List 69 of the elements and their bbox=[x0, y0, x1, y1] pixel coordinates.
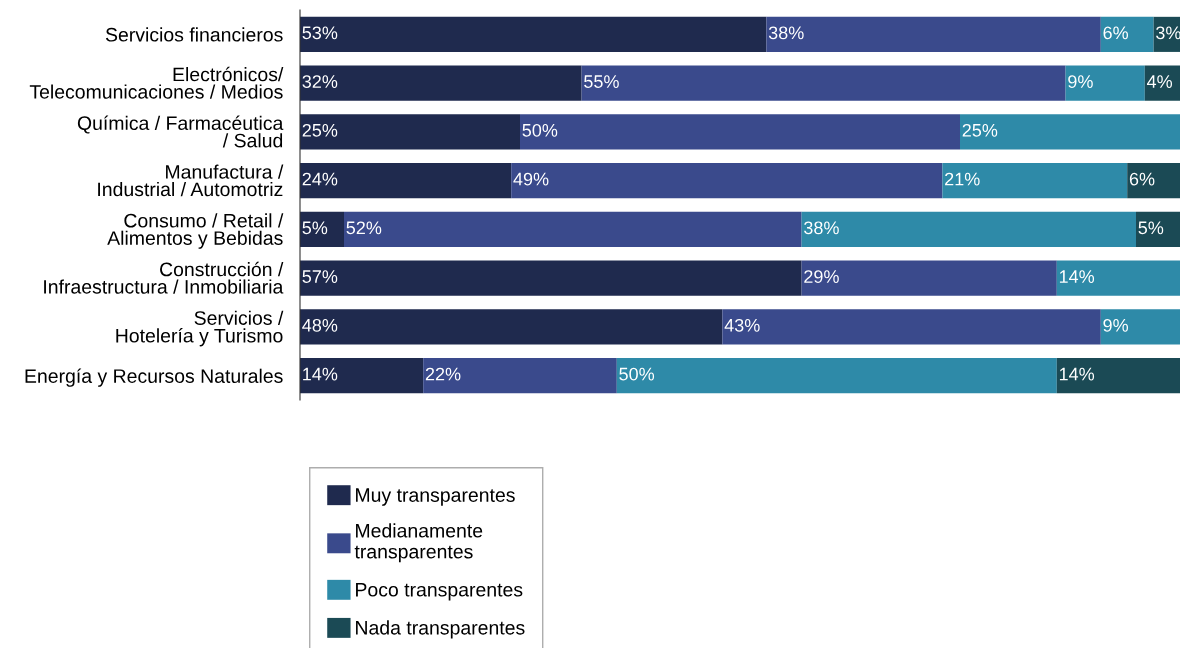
data-label: 38% bbox=[768, 26, 804, 40]
legend-label: Muy transparentes bbox=[356, 488, 515, 506]
y-tick-label: Energía y Recursos Naturales bbox=[25, 368, 283, 387]
bar bbox=[766, 16, 1101, 52]
bar bbox=[1056, 358, 1180, 394]
data-label: 14% bbox=[1059, 367, 1095, 381]
data-label: 55% bbox=[584, 75, 619, 88]
data-label: 50% bbox=[619, 367, 655, 381]
y-tick-label: Servicios financieros bbox=[105, 27, 283, 42]
data-label: 21% bbox=[945, 172, 980, 186]
data-label: 57% bbox=[302, 270, 338, 283]
y-tick-label: Construcción / Infraestructura / Inmobiliaria bbox=[44, 261, 284, 294]
bar bbox=[300, 16, 767, 52]
data-label: 6% bbox=[1103, 26, 1129, 40]
bar bbox=[1127, 163, 1180, 199]
data-label: 14% bbox=[1059, 270, 1095, 283]
y-tick-label: Manufactura / Industrial / Automotriz bbox=[98, 164, 284, 197]
bar bbox=[1100, 309, 1180, 345]
data-label: 52% bbox=[346, 221, 382, 235]
data-label: 5% bbox=[1138, 221, 1164, 235]
legend-label: Poco transparentes bbox=[356, 583, 523, 601]
y-tick-label: Electrónicos/ Telecomunicaciones / Medios bbox=[29, 66, 284, 99]
data-label: 22% bbox=[425, 367, 461, 381]
bar bbox=[300, 211, 344, 247]
data-label: 43% bbox=[724, 318, 760, 332]
bar bbox=[616, 358, 1057, 394]
y-tick-label: Química / Farmacéutica / Salud bbox=[77, 115, 284, 148]
data-label: 50% bbox=[522, 123, 558, 137]
bar bbox=[300, 163, 512, 199]
bar bbox=[960, 114, 1180, 150]
bar bbox=[1144, 65, 1180, 101]
data-label: 29% bbox=[804, 270, 839, 283]
data-label: 9% bbox=[1068, 75, 1093, 88]
bar bbox=[1136, 211, 1180, 247]
data-label: 49% bbox=[513, 172, 549, 186]
data-label: 6% bbox=[1129, 172, 1155, 186]
data-label: 53% bbox=[302, 26, 338, 40]
bar bbox=[344, 211, 802, 247]
data-label: 5% bbox=[302, 221, 328, 235]
bar bbox=[300, 260, 802, 296]
bar bbox=[300, 114, 520, 150]
data-label: 3% bbox=[1156, 26, 1181, 40]
data-label: 14% bbox=[303, 367, 338, 381]
bar bbox=[1065, 65, 1145, 101]
data-label: 25% bbox=[962, 123, 998, 137]
data-label: 38% bbox=[804, 221, 839, 235]
bar bbox=[801, 211, 1136, 247]
legend-label: Nada transparentes bbox=[356, 620, 525, 639]
y-tick-label: Consumo / Retail / Alimentos y Bebidas bbox=[107, 213, 284, 249]
bar bbox=[300, 65, 582, 101]
bar bbox=[942, 163, 1128, 199]
bar bbox=[511, 163, 943, 199]
bar bbox=[1056, 260, 1180, 296]
data-label: 4% bbox=[1146, 75, 1173, 88]
data-label: 24% bbox=[302, 172, 338, 186]
bar bbox=[300, 358, 424, 394]
bar bbox=[1100, 16, 1154, 52]
bar bbox=[722, 309, 1101, 345]
bar bbox=[801, 260, 1057, 296]
bar bbox=[300, 309, 723, 345]
data-label: 48% bbox=[302, 318, 338, 332]
data-label: 25% bbox=[302, 123, 338, 137]
bar bbox=[423, 358, 617, 394]
legend-label: Medianamente transparentes bbox=[354, 523, 483, 563]
y-tick-label: Servicios / Hotelería y Turismo bbox=[116, 310, 284, 347]
bar bbox=[581, 65, 1066, 101]
data-label: 32% bbox=[302, 75, 338, 88]
data-label: 9% bbox=[1103, 318, 1129, 332]
bar bbox=[520, 114, 960, 150]
